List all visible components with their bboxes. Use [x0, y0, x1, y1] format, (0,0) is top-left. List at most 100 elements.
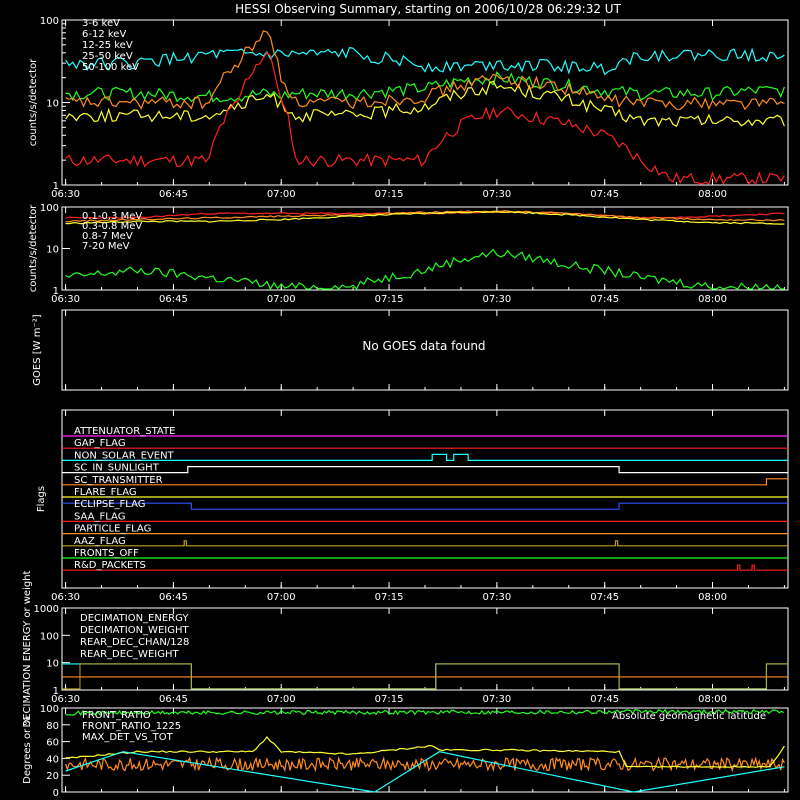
- y-axis-label: counts/s/detector: [28, 58, 39, 146]
- y-tick-label: 20: [46, 771, 59, 782]
- legend-entry: 0.3-0.8 MeV: [82, 221, 142, 232]
- legend-entry: 0.8-7 MeV: [82, 231, 133, 242]
- x-tick-label: 06:30: [51, 592, 80, 603]
- x-tick-label: 08:00: [698, 189, 727, 200]
- y-tick-label: 10: [46, 99, 59, 110]
- x-tick-label: 06:45: [159, 294, 188, 305]
- legend-entry: REAR_DEC_CHAN/128: [80, 637, 189, 648]
- flag-line-3: [62, 466, 788, 474]
- flag-label: SC_IN_SUNLIGHT: [74, 463, 160, 474]
- x-tick-label: 07:00: [267, 592, 296, 603]
- flag-label: FRONTS_OFF: [74, 548, 139, 559]
- legend-entry: 3-6 keV: [82, 18, 120, 29]
- flag-label: FLARE_FLAG: [74, 487, 137, 498]
- x-tick-label: 06:30: [51, 189, 80, 200]
- flag-label: ECLIPSE_FLAG: [74, 499, 145, 510]
- x-tick-label: 07:15: [375, 294, 404, 305]
- y-tick-label: 100: [40, 704, 59, 715]
- flag-line-11: [62, 564, 788, 571]
- y-axis-label: Flags: [36, 486, 47, 512]
- y-tick-label: 10: [46, 659, 59, 670]
- flag-label: AAZ_FLAG: [74, 536, 126, 547]
- x-tick-label: 08:00: [698, 694, 727, 705]
- y-tick-label: 10: [46, 245, 59, 256]
- legend-entry: Absolute geomagnetic latitude: [612, 711, 766, 722]
- legend-entry: 25-50 keV: [82, 51, 133, 62]
- y-tick-label: 100: [40, 203, 59, 214]
- y-tick-label: 100: [40, 631, 59, 642]
- flag-line-4: [62, 478, 788, 486]
- x-tick-label: 07:45: [590, 189, 619, 200]
- x-tick-label: 07:00: [267, 189, 296, 200]
- flag-line-2: [62, 453, 788, 461]
- series-line-1: [65, 30, 785, 111]
- y-tick-label: 0: [53, 788, 59, 799]
- x-tick-label: 07:30: [482, 294, 511, 305]
- y-tick-label: 60: [46, 738, 59, 749]
- y-axis-label: counts/s/detector: [28, 204, 39, 292]
- flag-label: GAP_FLAG: [74, 438, 126, 449]
- legend-entry: 12-25 keV: [82, 40, 133, 51]
- series-line-3: [65, 248, 785, 291]
- x-tick-label: 08:00: [698, 294, 727, 305]
- x-tick-label: 07:30: [482, 592, 511, 603]
- legend-entry: 0.1-0.3 MeV: [82, 211, 142, 222]
- flag-label: NON_SOLAR_EVENT: [74, 450, 175, 461]
- legend-entry: FRONT_RATIO_1225: [82, 721, 181, 732]
- legend-entry: DECIMATION_WEIGHT: [80, 625, 189, 636]
- flag-label: ATTENUATOR_STATE: [74, 426, 175, 437]
- series-line-0: [65, 51, 785, 186]
- flag-line-6: [62, 502, 788, 510]
- no-data-message: No GOES data found: [362, 339, 485, 353]
- flag-label: SC_TRANSMITTER: [74, 475, 163, 486]
- y-tick-label: 40: [46, 754, 59, 765]
- x-tick-label: 07:30: [482, 694, 511, 705]
- y-axis-label: Degrees or %: [22, 716, 33, 784]
- flag-label: SAA_FLAG: [74, 511, 125, 522]
- x-tick-label: 06:30: [51, 294, 80, 305]
- y-tick-label: 1: [53, 181, 59, 192]
- flag-line-9: [62, 540, 788, 547]
- flag-label: R&D_PACKETS: [74, 560, 146, 571]
- x-tick-label: 07:00: [267, 294, 296, 305]
- legend-entry: 50-100 keV: [82, 62, 139, 73]
- series-line-2: [65, 210, 785, 225]
- y-tick-label: 1000: [34, 604, 59, 615]
- legend-entry: 7-20 MeV: [82, 241, 130, 252]
- x-tick-label: 07:00: [267, 694, 296, 705]
- series-line-3: [65, 751, 785, 793]
- y-tick-label: 100: [40, 16, 59, 27]
- legend-entry: DECIMATION_ENERGY: [80, 613, 189, 624]
- x-tick-label: 07:30: [482, 189, 511, 200]
- y-tick-label: 1: [53, 686, 59, 697]
- flag-label: PARTICLE_FLAG: [74, 524, 151, 535]
- x-tick-label: 07:15: [375, 694, 404, 705]
- x-tick-label: 07:45: [590, 694, 619, 705]
- series-line-1: [65, 708, 785, 716]
- series-line-0: [65, 736, 785, 768]
- series-line-3: [65, 70, 785, 103]
- x-tick-label: 07:15: [375, 592, 404, 603]
- x-tick-label: 07:45: [590, 592, 619, 603]
- y-tick-label: 80: [46, 721, 59, 732]
- chart-title: HESSI Observing Summary, starting on 200…: [235, 2, 621, 16]
- series-line-4: [65, 46, 785, 76]
- legend-entry: 6-12 keV: [82, 29, 126, 40]
- panel-frame: [61, 206, 789, 291]
- x-tick-label: 06:45: [159, 694, 188, 705]
- y-axis-label: GOES [W m⁻²]: [32, 314, 43, 385]
- series-line-1: [65, 210, 785, 223]
- x-tick-label: 07:15: [375, 189, 404, 200]
- x-tick-label: 06:45: [159, 592, 188, 603]
- x-tick-label: 06:30: [51, 694, 80, 705]
- x-tick-label: 06:45: [159, 189, 188, 200]
- y-axis-label: DECIMATION ENERGY or weight: [22, 570, 33, 727]
- series-line-2: [65, 80, 785, 128]
- legend-entry: REAR_DEC_WEIGHT: [80, 649, 179, 660]
- legend-entry: FRONT_RATIO: [82, 710, 151, 721]
- x-tick-label: 08:00: [698, 592, 727, 603]
- y-tick-label: 1: [53, 286, 59, 297]
- legend-entry: MAX_DET_VS_TOT: [82, 732, 174, 743]
- x-tick-label: 07:45: [590, 294, 619, 305]
